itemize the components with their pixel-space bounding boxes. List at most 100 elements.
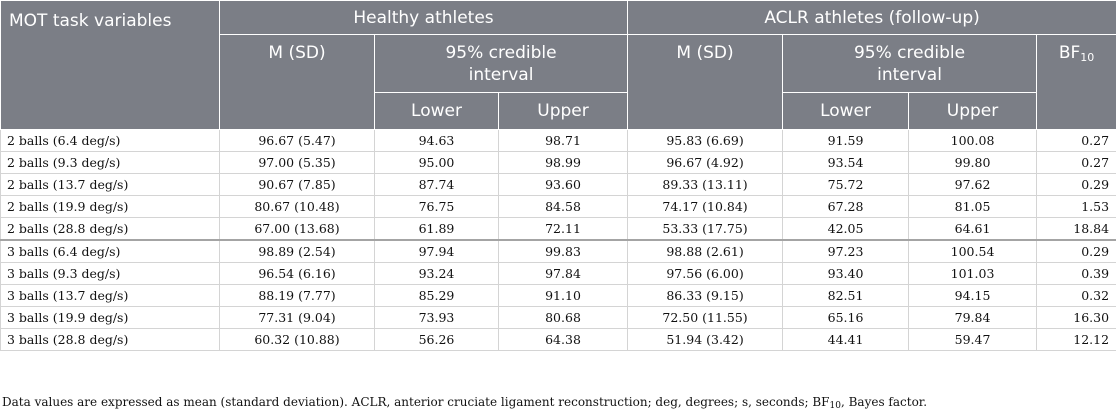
- row-label: 2 balls (28.8 deg/s): [0, 217, 220, 241]
- healthy-upper-cell: 98.99: [497, 151, 629, 174]
- table-row: 2 balls (19.9 deg/s) 80.67 (10.48) 76.75 84…: [0, 195, 1116, 218]
- bf10-cell: 16.30: [1036, 306, 1116, 329]
- aclr-msd-cell: 53.33 (17.75): [627, 217, 784, 241]
- footnote-tail: , Bayes factor.: [840, 395, 928, 409]
- healthy-lower-cell: 73.93: [374, 306, 499, 329]
- row-label: 3 balls (13.7 deg/s): [0, 284, 220, 307]
- ci-line2: interval: [877, 65, 942, 85]
- bf10-cell: 0.29: [1036, 239, 1116, 263]
- healthy-msd-cell: 77.31 (9.04): [219, 306, 375, 329]
- header-healthy-lower: Lower: [374, 92, 499, 130]
- table-footnote: Data values are expressed as mean (stand…: [2, 395, 928, 411]
- aclr-msd-cell: 98.88 (2.61): [627, 239, 784, 263]
- healthy-upper-cell: 64.38: [497, 328, 629, 351]
- aclr-msd-cell: 51.94 (3.42): [627, 328, 784, 351]
- bf10-cell: 0.27: [1036, 129, 1116, 152]
- row-label: 3 balls (28.8 deg/s): [0, 328, 220, 351]
- aclr-msd-cell: 86.33 (9.15): [627, 284, 784, 307]
- bf10-cell: 0.39: [1036, 262, 1116, 285]
- healthy-msd-cell: 67.00 (13.68): [219, 217, 375, 241]
- bf10-cell: 0.29: [1036, 173, 1116, 196]
- table-header: MOT task variables Healthy athletes ACLR…: [0, 0, 1116, 130]
- healthy-msd-cell: 98.89 (2.54): [219, 239, 375, 263]
- header-healthy-msd: M (SD): [219, 34, 375, 130]
- healthy-msd-cell: 80.67 (10.48): [219, 195, 375, 218]
- healthy-upper-cell: 98.71: [497, 129, 629, 152]
- footnote-subscript: 10: [829, 401, 841, 411]
- aclr-lower-cell: 67.28: [782, 195, 910, 218]
- aclr-lower-cell: 65.16: [782, 306, 910, 329]
- healthy-msd-cell: 96.67 (5.47): [219, 129, 375, 152]
- header-aclr-athletes: ACLR athletes (follow-up): [627, 0, 1116, 35]
- aclr-upper-cell: 94.15: [908, 284, 1038, 307]
- table-row: 3 balls (28.8 deg/s) 60.32 (10.88) 56.26 64…: [0, 328, 1116, 351]
- header-bf10: BF10: [1036, 34, 1116, 130]
- header-healthy-ci: 95% credible interval: [373, 34, 629, 93]
- healthy-lower-cell: 61.89: [374, 217, 499, 241]
- aclr-upper-cell: 97.62: [908, 173, 1038, 196]
- aclr-upper-cell: 81.05: [908, 195, 1038, 218]
- table-row: 2 balls (13.7 deg/s) 90.67 (7.85) 87.74 93.…: [0, 173, 1116, 196]
- healthy-upper-cell: 93.60: [497, 173, 629, 196]
- aclr-lower-cell: 82.51: [782, 284, 910, 307]
- healthy-msd-cell: 90.67 (7.85): [219, 173, 375, 196]
- aclr-msd-cell: 74.17 (10.84): [627, 195, 784, 218]
- healthy-upper-cell: 97.84: [497, 262, 629, 285]
- ci-line1: 95% credible: [853, 43, 966, 63]
- ci-line2: interval: [468, 65, 534, 85]
- aclr-lower-cell: 75.72: [782, 173, 910, 196]
- aclr-msd-cell: 95.83 (6.69): [627, 129, 784, 152]
- row-label: 2 balls (13.7 deg/s): [0, 173, 220, 196]
- bf10-cell: 1.53: [1036, 195, 1116, 218]
- header-aclr-upper: Upper: [908, 92, 1038, 130]
- table-body: 2 balls (6.4 deg/s) 96.67 (5.47) 94.63 98.7…: [0, 129, 1116, 351]
- healthy-msd-cell: 96.54 (6.16): [219, 262, 375, 285]
- healthy-lower-cell: 56.26: [374, 328, 499, 351]
- aclr-lower-cell: 97.23: [782, 239, 910, 263]
- table-row: 2 balls (9.3 deg/s) 97.00 (5.35) 95.00 98.9…: [0, 151, 1116, 174]
- healthy-upper-cell: 80.68: [497, 306, 629, 329]
- aclr-msd-cell: 89.33 (13.11): [627, 173, 784, 196]
- healthy-lower-cell: 94.63: [374, 129, 499, 152]
- aclr-lower-cell: 91.59: [782, 129, 910, 152]
- row-label: 2 balls (6.4 deg/s): [0, 129, 220, 152]
- aclr-lower-cell: 42.05: [782, 217, 910, 241]
- header-aclr-ci: 95% credible interval: [782, 34, 1038, 93]
- healthy-lower-cell: 76.75: [374, 195, 499, 218]
- bf10-cell: 0.32: [1036, 284, 1116, 307]
- healthy-lower-cell: 87.74: [374, 173, 499, 196]
- healthy-lower-cell: 97.94: [374, 239, 499, 263]
- healthy-msd-cell: 88.19 (7.77): [219, 284, 375, 307]
- row-label: 3 balls (6.4 deg/s): [0, 239, 220, 263]
- aclr-upper-cell: 100.08: [908, 129, 1038, 152]
- aclr-lower-cell: 93.54: [782, 151, 910, 174]
- bf-subscript: 10: [1080, 51, 1095, 64]
- bf-main: BF: [1058, 43, 1081, 63]
- healthy-msd-cell: 60.32 (10.88): [219, 328, 375, 351]
- healthy-upper-cell: 99.83: [497, 239, 629, 263]
- bf10-cell: 12.12: [1036, 328, 1116, 351]
- aclr-upper-cell: 64.61: [908, 217, 1038, 241]
- aclr-upper-cell: 59.47: [908, 328, 1038, 351]
- table-row: 3 balls (6.4 deg/s) 98.89 (2.54) 97.94 99.8…: [0, 239, 1116, 263]
- healthy-upper-cell: 72.11: [497, 217, 629, 241]
- aclr-msd-cell: 97.56 (6.00): [627, 262, 784, 285]
- footnote-text: Data values are expressed as mean (stand…: [2, 395, 830, 409]
- header-healthy-upper: Upper: [497, 92, 629, 130]
- header-aclr-lower: Lower: [782, 92, 910, 130]
- results-table: MOT task variables Healthy athletes ACLR…: [0, 0, 1116, 351]
- header-mot-task-variables: MOT task variables: [0, 0, 220, 130]
- healthy-lower-cell: 93.24: [374, 262, 499, 285]
- row-label: 2 balls (19.9 deg/s): [0, 195, 220, 218]
- table-row: 3 balls (9.3 deg/s) 96.54 (6.16) 93.24 97.8…: [0, 262, 1116, 285]
- healthy-upper-cell: 91.10: [497, 284, 629, 307]
- healthy-upper-cell: 84.58: [497, 195, 629, 218]
- header-aclr-msd: M (SD): [627, 34, 784, 130]
- table-row: 2 balls (28.8 deg/s) 67.00 (13.68) 61.89 72…: [0, 217, 1116, 241]
- aclr-upper-cell: 100.54: [908, 239, 1038, 263]
- aclr-upper-cell: 99.80: [908, 151, 1038, 174]
- row-label: 3 balls (9.3 deg/s): [0, 262, 220, 285]
- bf10-cell: 18.84: [1036, 217, 1116, 241]
- row-label: 2 balls (9.3 deg/s): [0, 151, 220, 174]
- aclr-msd-cell: 96.67 (4.92): [627, 151, 784, 174]
